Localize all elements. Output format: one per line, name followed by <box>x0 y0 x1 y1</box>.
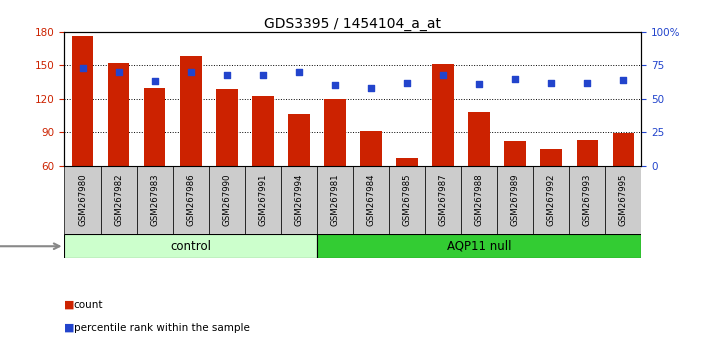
Text: GSM267989: GSM267989 <box>511 174 519 226</box>
Text: GSM267981: GSM267981 <box>330 174 339 226</box>
Bar <box>324 99 346 166</box>
Bar <box>245 166 281 234</box>
Bar <box>64 234 317 258</box>
Bar <box>576 140 598 166</box>
Text: count: count <box>74 300 103 310</box>
Point <box>437 72 449 78</box>
Bar <box>433 64 454 166</box>
Point <box>474 81 485 87</box>
Text: GSM267983: GSM267983 <box>150 174 159 226</box>
Text: genotype/variation: genotype/variation <box>0 241 60 251</box>
Bar <box>317 166 353 234</box>
Text: GSM267984: GSM267984 <box>367 174 376 226</box>
Text: GSM267991: GSM267991 <box>258 174 267 226</box>
Text: control: control <box>170 240 211 253</box>
Bar <box>317 234 641 258</box>
Point <box>510 76 521 81</box>
Point <box>618 77 629 83</box>
Point <box>293 69 304 75</box>
Point <box>221 72 232 78</box>
Text: ■: ■ <box>64 300 79 310</box>
Bar <box>497 166 533 234</box>
Point <box>257 72 268 78</box>
Text: percentile rank within the sample: percentile rank within the sample <box>74 323 250 333</box>
Point <box>185 69 196 75</box>
Text: GSM267986: GSM267986 <box>186 174 195 226</box>
Point <box>545 80 557 86</box>
Text: GSM267993: GSM267993 <box>583 174 592 226</box>
Bar <box>468 112 490 166</box>
Text: GSM267990: GSM267990 <box>222 174 231 226</box>
Text: ■: ■ <box>64 323 79 333</box>
Text: GSM267987: GSM267987 <box>439 174 448 226</box>
Bar <box>281 166 317 234</box>
Bar <box>613 133 634 166</box>
Text: GSM267994: GSM267994 <box>294 174 304 226</box>
Bar <box>425 166 461 234</box>
Point <box>329 82 341 88</box>
Bar <box>137 166 172 234</box>
Bar <box>360 131 382 166</box>
Point <box>113 69 124 75</box>
Bar <box>72 36 93 166</box>
Text: GSM267982: GSM267982 <box>114 174 123 226</box>
Point <box>149 79 161 84</box>
Point <box>402 80 413 86</box>
Bar <box>389 166 425 234</box>
Bar <box>461 166 497 234</box>
Title: GDS3395 / 1454104_a_at: GDS3395 / 1454104_a_at <box>264 17 442 31</box>
Bar <box>108 63 130 166</box>
Text: GSM267980: GSM267980 <box>78 174 87 226</box>
Point <box>582 80 593 86</box>
Text: AQP11 null: AQP11 null <box>447 240 512 253</box>
Bar <box>180 56 201 166</box>
Bar <box>505 141 526 166</box>
Point <box>77 65 88 71</box>
Bar <box>209 166 245 234</box>
Point <box>365 85 376 91</box>
Bar <box>533 166 569 234</box>
Bar <box>353 166 389 234</box>
Bar <box>606 166 641 234</box>
Bar <box>252 96 273 166</box>
Text: GSM267992: GSM267992 <box>547 174 556 226</box>
Bar <box>100 166 137 234</box>
Bar <box>569 166 606 234</box>
Bar <box>144 88 165 166</box>
Bar <box>540 149 562 166</box>
Bar <box>288 114 310 166</box>
Bar <box>172 166 209 234</box>
Text: GSM267988: GSM267988 <box>475 174 484 226</box>
Bar <box>396 158 418 166</box>
Bar <box>64 166 100 234</box>
Bar <box>216 89 238 166</box>
Text: GSM267995: GSM267995 <box>619 174 628 226</box>
Text: GSM267985: GSM267985 <box>402 174 411 226</box>
